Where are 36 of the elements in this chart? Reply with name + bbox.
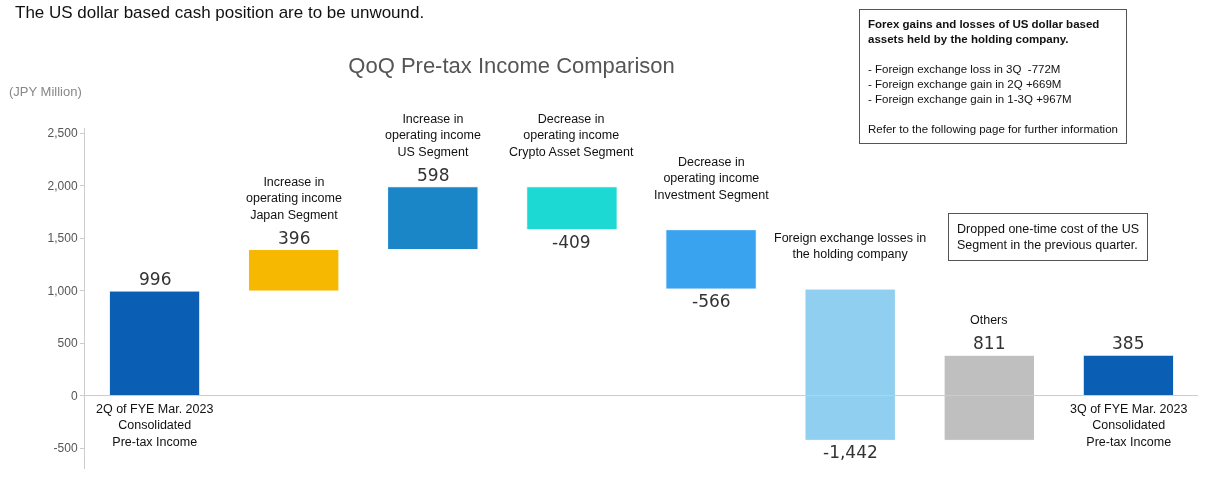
y-tick-label: 500 — [57, 336, 78, 351]
x-tick-label: Decrease in operating income Crypto Asset Segment — [509, 112, 634, 159]
bar — [943, 354, 1036, 441]
x-tick-label: Others — [970, 313, 1008, 327]
y-tick-label: 2,500 — [47, 126, 78, 141]
data-label: 396 — [278, 228, 311, 248]
x-tick-label: Increase in operating income Japan Segment — [246, 175, 342, 222]
data-label: 598 — [417, 165, 450, 185]
text: The US dollar based cash position are to be unwound. — [15, 3, 425, 22]
text: Forex gains and losses of US dollar based assets held by the holding company. - Foreign exchange loss in 3Q -772M - Foreign exchange gain in 2Q +669M - Foreign exchange gain in 1-3Q +967M Refer to the following page for further information — [868, 18, 1118, 135]
x-tick-label: Foreign exchange losses in the holding company — [774, 231, 927, 262]
bar — [1082, 354, 1175, 397]
data-label: 996 — [139, 269, 172, 289]
y-tick-label: -500 — [53, 441, 78, 456]
y-axis-title: (JPY Million) — [9, 84, 82, 99]
data-label: 811 — [973, 333, 1006, 353]
data-label: -1,442 — [823, 442, 878, 462]
data-label: -409 — [552, 232, 591, 252]
x-tick-label: Decrease in operating income Investment Segment — [654, 155, 770, 202]
bar — [526, 186, 618, 231]
x-tick-label: 3Q of FYE Mar. 2023 Consolidated Pre-tax Income — [1070, 402, 1188, 449]
y-tick-label: 2,000 — [47, 178, 78, 193]
y-tick-label: 0 — [70, 388, 78, 403]
bar — [387, 186, 479, 250]
y-tick-label: 1,000 — [47, 283, 78, 298]
bar — [804, 288, 896, 441]
annotation: Dropped one-time cost of the US Segment in the previous quarter. — [957, 222, 1140, 253]
bar — [665, 229, 757, 290]
x-tick-label: Increase in operating income US Segment — [385, 112, 481, 159]
x-tick-label: 2Q of FYE Mar. 2023 Consolidated Pre-tax Income — [96, 402, 214, 449]
chart-title: QoQ Pre-tax Income Comparison — [348, 53, 675, 79]
bar — [247, 249, 340, 292]
y-tick-label: 1,500 — [47, 231, 78, 246]
data-label: 385 — [1112, 333, 1145, 353]
bar — [108, 290, 201, 397]
data-label: -566 — [692, 291, 731, 311]
